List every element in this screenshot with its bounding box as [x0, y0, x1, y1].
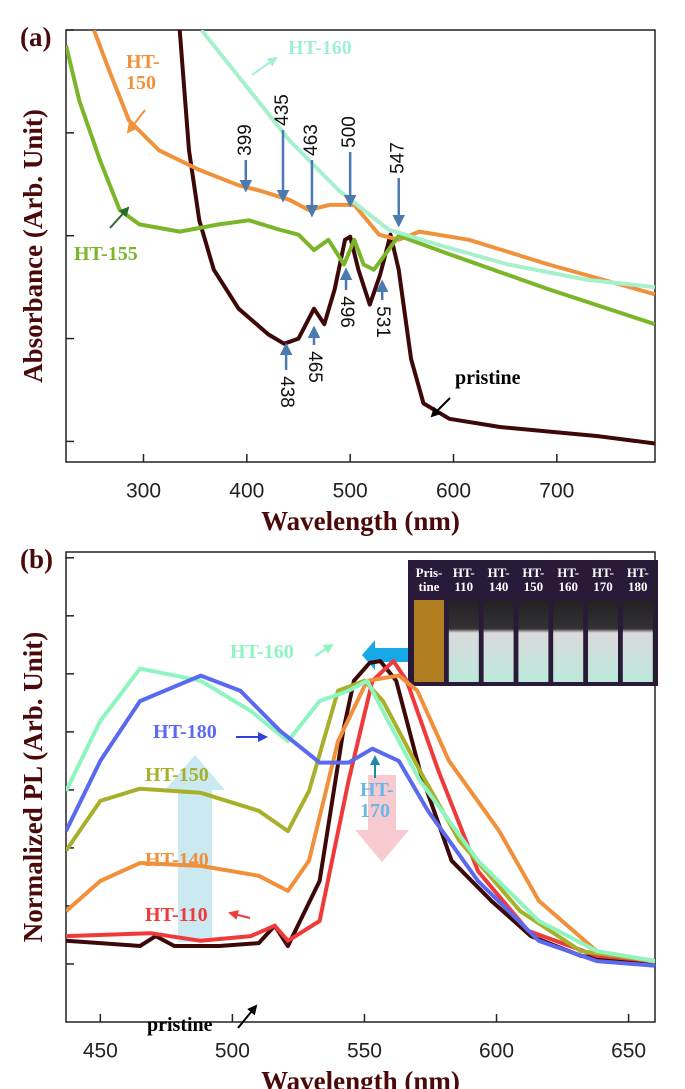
series-label: pristine	[455, 367, 521, 389]
vial	[414, 600, 444, 682]
x-tick-label: 600	[479, 1040, 514, 1063]
inset-label: HT-140	[487, 565, 510, 594]
vial	[448, 600, 479, 682]
peak-label: 435	[272, 94, 293, 126]
label-arrow	[109, 206, 130, 229]
series-line	[92, 30, 655, 297]
inset-label: HT-180	[626, 565, 649, 594]
peak-label: 438	[276, 376, 297, 408]
series-group	[66, 659, 655, 968]
series-line	[66, 673, 655, 964]
inset-label: Pris-tine	[415, 565, 443, 594]
y-axis-title: Normalized PL (Arb. Unit)	[18, 632, 48, 942]
peak-label: 547	[388, 142, 409, 174]
plot-frame	[65, 29, 656, 463]
series-line	[66, 666, 655, 964]
series-label: HT-110	[145, 904, 208, 926]
x-tick-label: 600	[436, 480, 471, 503]
series-line	[177, 30, 655, 446]
series-label: HT-150	[145, 764, 209, 786]
peak-label: 496	[336, 296, 357, 328]
series-label: pristine	[147, 1014, 213, 1036]
peak-label: 465	[304, 351, 325, 383]
peak-label: 463	[301, 124, 322, 156]
vial	[483, 600, 514, 682]
series-label: HT-140	[145, 849, 209, 871]
inset-label: HT-110	[452, 565, 475, 594]
label-arrow	[237, 1004, 258, 1029]
series-label: HT-155	[74, 243, 138, 265]
plots: 300 400 500 600 700 Wavelength (nm) Absorbance…	[18, 22, 656, 1089]
x-tick-label: 550	[347, 1040, 382, 1063]
x-tick-label: 450	[83, 1040, 118, 1063]
x-axis-title: Wavelength (nm)	[261, 1066, 460, 1089]
series-label: HT-150	[126, 51, 160, 94]
series-label: HT-180	[153, 721, 217, 743]
inset-label: HT-160	[557, 565, 580, 594]
decrease-arrow	[355, 775, 409, 862]
x-axis-title: Wavelength (nm)	[261, 506, 460, 536]
panel-label: (a)	[20, 22, 51, 52]
y-axis-title: Absorbance (Arb. Unit)	[18, 109, 48, 383]
x-tick-label: 400	[229, 480, 264, 503]
vial	[588, 600, 618, 682]
series-line	[199, 30, 655, 290]
label-arrow	[314, 643, 334, 657]
series-line	[66, 678, 655, 964]
x-tick-label: 500	[333, 480, 368, 503]
vials	[414, 600, 653, 682]
increase-arrow	[165, 755, 225, 942]
label-arrow	[430, 397, 451, 418]
x-tick-label: 650	[611, 1040, 646, 1063]
peak-label: 399	[235, 124, 256, 156]
x-tick-label: 700	[539, 480, 574, 503]
vial	[518, 600, 549, 682]
inset-label: HT-150	[522, 565, 545, 594]
x-tick-label: 500	[215, 1040, 250, 1063]
label-arrow	[228, 910, 251, 920]
annotation: HT-170	[360, 779, 394, 822]
series-label: HT-160	[288, 37, 352, 59]
series-line	[66, 673, 655, 968]
peak-label: 531	[372, 306, 393, 338]
inset-label: HT-170	[592, 565, 614, 594]
peak-label: 500	[339, 116, 360, 148]
vial	[622, 600, 653, 682]
vial	[553, 600, 584, 682]
series-line	[66, 659, 655, 964]
label-arrow	[251, 56, 278, 76]
x-tick-label: 300	[126, 480, 161, 503]
panel-label: (b)	[20, 544, 53, 574]
series-label: HT-160	[230, 641, 294, 663]
label-arrow	[126, 109, 146, 134]
